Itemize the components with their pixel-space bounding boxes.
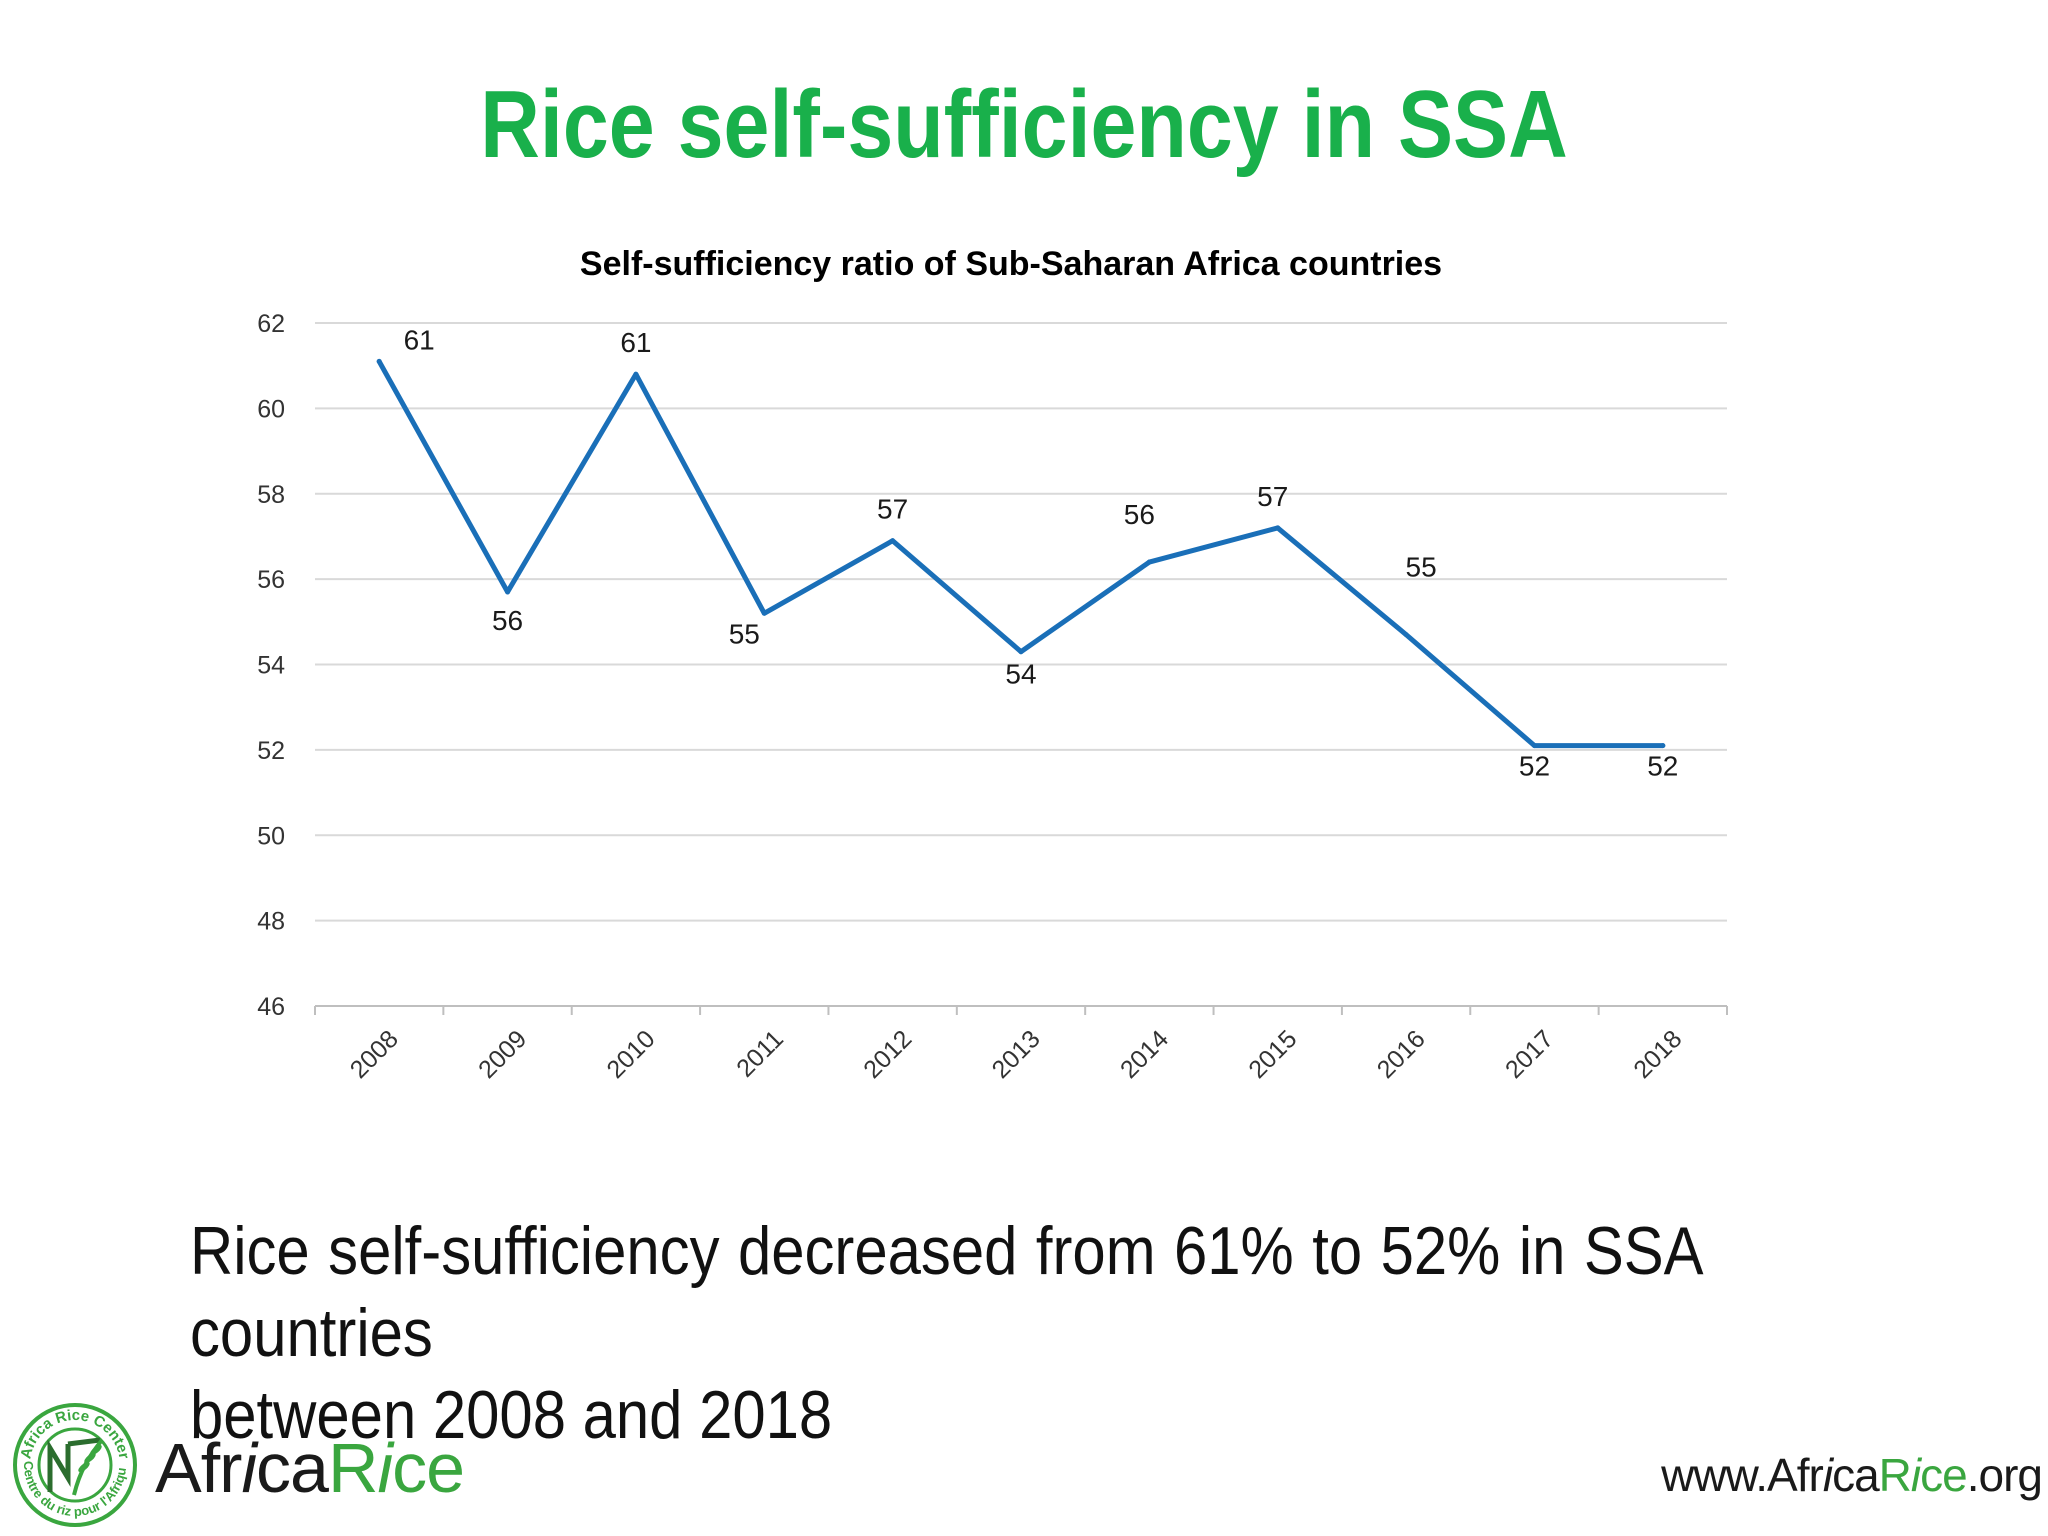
data-label: 57 [877, 494, 908, 525]
data-label: 61 [404, 324, 435, 355]
y-tick-label: 56 [257, 566, 285, 594]
y-tick-label: 52 [257, 737, 285, 765]
data-label: 61 [620, 327, 651, 358]
x-tick-label: 2011 [731, 1025, 789, 1083]
x-tick-label: 2017 [1500, 1025, 1559, 1084]
summary-line-1: Rice self-sufficiency decreased from 61%… [190, 1213, 1704, 1371]
y-tick-label: 58 [257, 481, 285, 509]
data-point [1531, 743, 1537, 749]
logo-wordmark: AfricaRice [155, 1429, 465, 1507]
y-tick-label: 54 [257, 652, 285, 680]
y-tick-label: 48 [257, 908, 285, 936]
data-label: 56 [492, 605, 523, 636]
africarice-seal-icon: Africa Rice Center Centre du riz pour l'… [6, 1388, 137, 1527]
x-tick-label: 2018 [1628, 1025, 1687, 1084]
data-point [1660, 743, 1666, 749]
summary-line-2: between 2008 and 2018 [190, 1377, 833, 1453]
x-tick-label: 2016 [1372, 1025, 1431, 1084]
data-label: 55 [1406, 552, 1437, 583]
x-tick-label: 2008 [345, 1025, 404, 1084]
data-point [1018, 649, 1024, 655]
data-label: 52 [1519, 751, 1550, 782]
x-tick-label: 2013 [987, 1025, 1046, 1084]
x-tick-label: 2009 [473, 1025, 532, 1084]
x-tick-label: 2014 [1115, 1025, 1174, 1084]
data-point [1146, 559, 1152, 565]
data-label: 56 [1124, 499, 1155, 530]
y-tick-label: 46 [257, 993, 285, 1021]
chart-title: Self-sufficiency ratio of Sub-Saharan Af… [580, 245, 1442, 283]
data-point [1403, 632, 1409, 638]
chart-svg: Self-sufficiency ratio of Sub-Saharan Af… [257, 245, 1728, 1084]
data-label: 55 [729, 618, 760, 649]
slide-title: Rice self-sufficiency in SSA [480, 71, 1568, 178]
data-point [633, 371, 639, 377]
africarice-logo: Africa Rice Center Centre du riz pour l'… [6, 1388, 470, 1530]
line-chart: Self-sufficiency ratio of Sub-Saharan Af… [230, 230, 1770, 1110]
x-tick-label: 2012 [858, 1025, 917, 1084]
summary-text: Rice self-sufficiency decreased from 61%… [190, 1210, 1704, 1456]
data-label: 57 [1257, 481, 1288, 512]
y-tick-label: 50 [257, 822, 285, 850]
data-point [505, 589, 511, 595]
data-point [761, 610, 767, 616]
y-tick-label: 62 [257, 310, 285, 338]
data-label: 54 [1005, 659, 1036, 690]
data-point [890, 538, 896, 544]
data-label: 52 [1647, 751, 1678, 782]
data-point [376, 358, 382, 364]
x-tick-label: 2010 [601, 1025, 660, 1084]
website-url: www.AfricaRice.org [1661, 1449, 2043, 1501]
x-tick-label: 2015 [1243, 1025, 1302, 1084]
data-point [1275, 525, 1281, 531]
y-tick-label: 60 [257, 395, 285, 423]
